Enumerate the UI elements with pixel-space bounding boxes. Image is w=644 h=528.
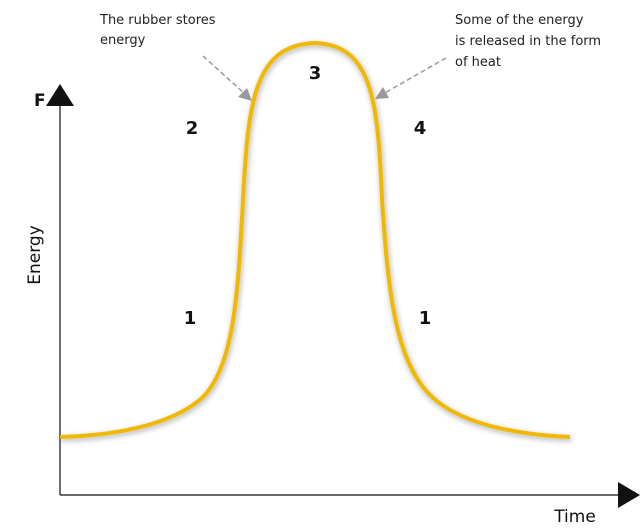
annotation-arrowhead [238, 88, 252, 101]
x-arrow [618, 482, 640, 508]
y-arrow [46, 84, 74, 106]
y-label: Energy [25, 225, 45, 285]
annotation: of heat [455, 55, 501, 70]
annotation-arrowhead [375, 87, 389, 99]
region-label: 1 [184, 308, 197, 329]
energy-curve [59, 40, 571, 439]
region-label: 2 [186, 118, 199, 139]
x-label: Time [553, 507, 596, 527]
region-label: 1 [419, 308, 432, 329]
annotation-arrow [382, 57, 447, 95]
y-symbol: F [34, 91, 46, 111]
region-label: 3 [309, 63, 322, 84]
annotation-arrow [202, 55, 246, 95]
region-label: 4 [414, 118, 427, 139]
annotation: is released in the form [455, 34, 601, 49]
annotation: Some of the energy [455, 13, 584, 28]
annotation: energy [100, 33, 146, 48]
annotation: The rubber stores [99, 13, 216, 28]
